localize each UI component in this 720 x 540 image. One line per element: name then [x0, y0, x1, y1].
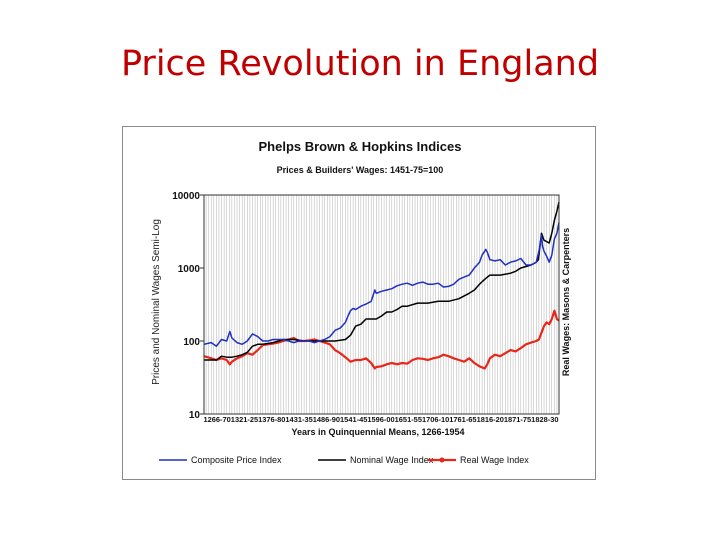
legend-label: Composite Price Index — [191, 455, 282, 465]
series-line-3 — [203, 309, 560, 370]
y-axis: 10 100 1000 10000 — [172, 191, 204, 421]
y-tick-label: 10 — [189, 410, 201, 421]
legend-label: Nominal Wage Index — [350, 455, 434, 465]
x-axis-label: Years in Quinquennial Means, 1266-1954 — [291, 427, 464, 437]
legend-marker — [439, 457, 445, 463]
chart-subtitle: Prices & Builders' Wages: 1451-75=100 — [277, 165, 444, 175]
phelps-brown-chart: Phelps Brown & Hopkins Indices Prices & … — [151, 139, 571, 465]
slide-title: Price Revolution in England — [120, 44, 600, 84]
plot-area-border — [203, 194, 560, 415]
y-tick-label: 1000 — [178, 264, 201, 275]
vertical-grid — [205, 195, 558, 414]
x-tick-labels: 1266-701321-251376-801431-351486-901541-… — [204, 417, 559, 424]
chart-title: Phelps Brown & Hopkins Indices — [259, 139, 462, 154]
y-axis-label: Prices and Nominal Wages Semi-Log — [151, 219, 162, 385]
series-lines — [203, 201, 560, 370]
y2-axis-label: Real Wages: Masons & Carpenters — [561, 228, 571, 376]
y-tick-label: 10000 — [172, 191, 200, 202]
legend-label: Real Wage Index — [460, 455, 529, 465]
chart-frame: Phelps Brown & Hopkins Indices Prices & … — [122, 126, 596, 480]
series-line-1 — [203, 222, 560, 347]
legend: Composite Price Index Nominal Wage Index R… — [159, 455, 529, 465]
y-tick-label: 100 — [183, 337, 200, 348]
